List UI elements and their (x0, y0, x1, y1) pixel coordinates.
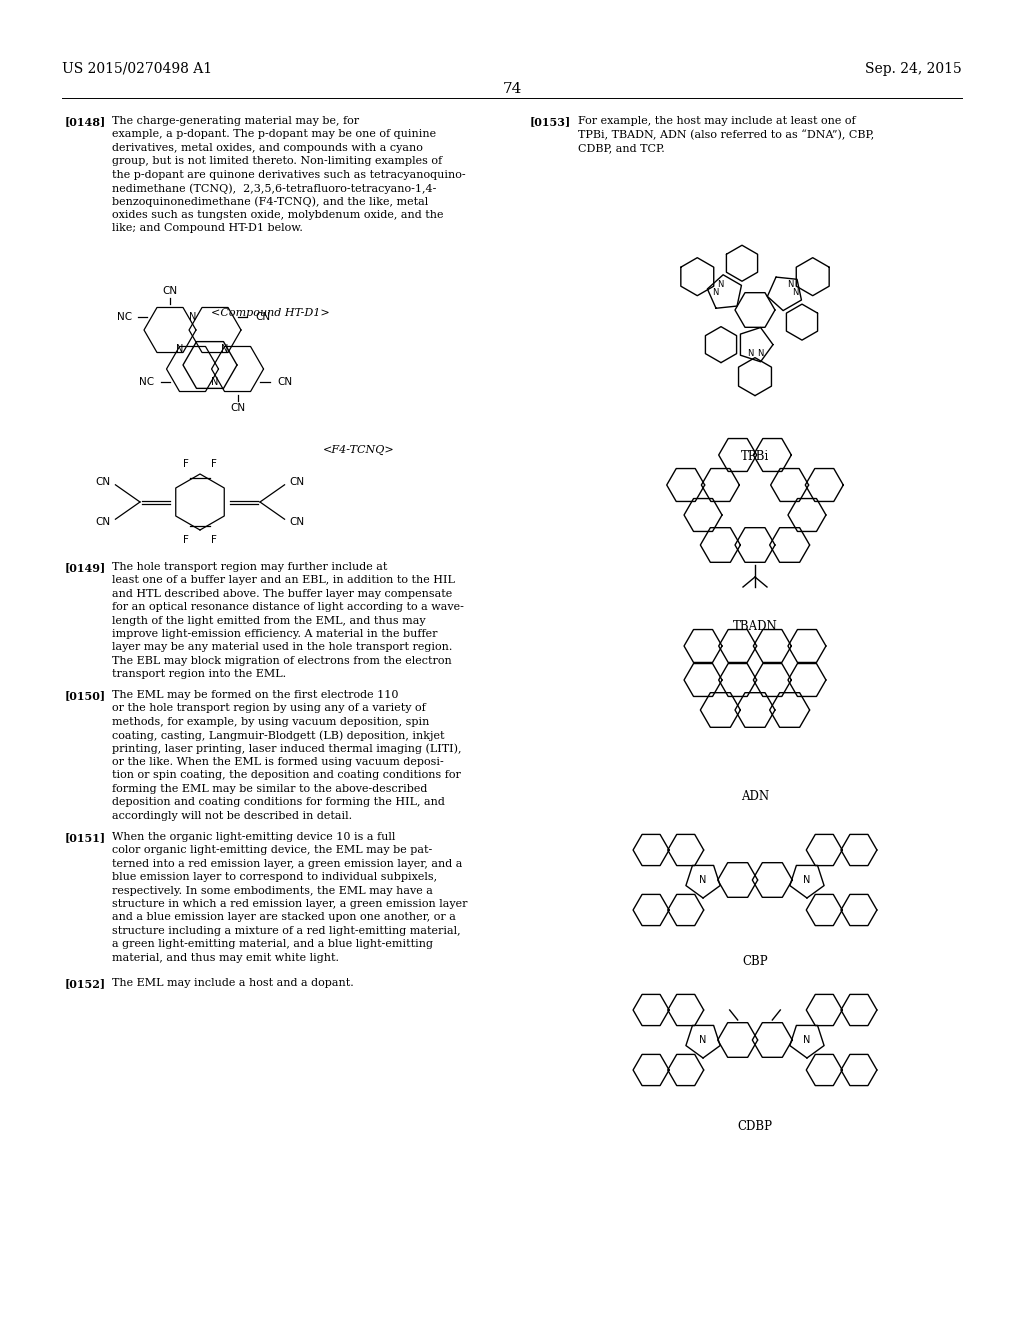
Text: N: N (712, 288, 718, 297)
Text: The EML may be formed on the first electrode 110: The EML may be formed on the first elect… (112, 690, 398, 700)
Text: for an optical resonance distance of light according to a wave-: for an optical resonance distance of lig… (112, 602, 464, 612)
Text: <F4-TCNQ>: <F4-TCNQ> (324, 445, 395, 455)
Text: F: F (183, 535, 189, 545)
Text: tion or spin coating, the deposition and coating conditions for: tion or spin coating, the deposition and… (112, 771, 461, 780)
Text: N: N (699, 875, 707, 884)
Text: <Compound HT-D1>: <Compound HT-D1> (211, 308, 330, 318)
Text: CDBP: CDBP (737, 1119, 772, 1133)
Text: [0148]: [0148] (65, 116, 106, 127)
Text: N: N (746, 348, 754, 358)
Text: When the organic light-emitting device 10 is a full: When the organic light-emitting device 1… (112, 832, 395, 842)
Text: F: F (211, 535, 217, 545)
Text: N: N (176, 345, 183, 355)
Text: 74: 74 (503, 82, 521, 96)
Text: layer may be any material used in the hole transport region.: layer may be any material used in the ho… (112, 643, 453, 652)
Text: CN: CN (290, 477, 305, 487)
Text: N: N (786, 280, 794, 289)
Text: [0153]: [0153] (530, 116, 571, 127)
Text: US 2015/0270498 A1: US 2015/0270498 A1 (62, 62, 212, 77)
Text: material, and thus may emit white light.: material, and thus may emit white light. (112, 953, 339, 962)
Text: N: N (211, 378, 219, 387)
Text: blue emission layer to correspond to individual subpixels,: blue emission layer to correspond to ind… (112, 873, 437, 882)
Text: [0152]: [0152] (65, 978, 106, 989)
Text: CBP: CBP (742, 954, 768, 968)
Text: terned into a red emission layer, a green emission layer, and a: terned into a red emission layer, a gree… (112, 859, 463, 869)
Text: CN: CN (290, 517, 305, 527)
Text: transport region into the EML.: transport region into the EML. (112, 669, 286, 680)
Text: N: N (803, 1035, 811, 1045)
Text: The charge-generating material may be, for: The charge-generating material may be, f… (112, 116, 359, 125)
Text: forming the EML may be similar to the above-described: forming the EML may be similar to the ab… (112, 784, 427, 793)
Text: For example, the host may include at least one of: For example, the host may include at lea… (578, 116, 856, 125)
Text: and HTL described above. The buffer layer may compensate: and HTL described above. The buffer laye… (112, 589, 453, 599)
Text: The EML may include a host and a dopant.: The EML may include a host and a dopant. (112, 978, 353, 987)
Text: TBADN: TBADN (732, 620, 777, 634)
Text: deposition and coating conditions for forming the HIL, and: deposition and coating conditions for fo… (112, 797, 444, 808)
Text: a green light-emitting material, and a blue light-emitting: a green light-emitting material, and a b… (112, 940, 433, 949)
Text: structure including a mixture of a red light-emitting material,: structure including a mixture of a red l… (112, 925, 461, 936)
Text: CN: CN (95, 477, 111, 487)
Text: CN: CN (230, 403, 245, 413)
Text: NC: NC (139, 378, 155, 387)
Text: N: N (717, 280, 723, 289)
Text: improve light-emission efficiency. A material in the buffer: improve light-emission efficiency. A mat… (112, 630, 437, 639)
Text: CN: CN (278, 378, 293, 387)
Text: structure in which a red emission layer, a green emission layer: structure in which a red emission layer,… (112, 899, 468, 909)
Text: [0149]: [0149] (65, 562, 106, 573)
Text: or the hole transport region by using any of a variety of: or the hole transport region by using an… (112, 704, 426, 713)
Text: TPBi: TPBi (741, 450, 769, 463)
Text: F: F (183, 459, 189, 469)
Text: least one of a buffer layer and an EBL, in addition to the HIL: least one of a buffer layer and an EBL, … (112, 576, 455, 585)
Text: CN: CN (255, 312, 270, 322)
Text: ADN: ADN (741, 789, 769, 803)
Text: N: N (757, 348, 763, 358)
Text: N: N (803, 875, 811, 884)
Text: accordingly will not be described in detail.: accordingly will not be described in det… (112, 810, 352, 821)
Text: respectively. In some embodiments, the EML may have a: respectively. In some embodiments, the E… (112, 886, 433, 895)
Text: N: N (221, 345, 228, 355)
Text: The EBL may block migration of electrons from the electron: The EBL may block migration of electrons… (112, 656, 452, 665)
Text: F: F (211, 459, 217, 469)
Text: oxides such as tungsten oxide, molybdenum oxide, and the: oxides such as tungsten oxide, molybdenu… (112, 210, 443, 220)
Text: Sep. 24, 2015: Sep. 24, 2015 (865, 62, 962, 77)
Text: benzoquinonedimethane (F4-TCNQ), and the like, metal: benzoquinonedimethane (F4-TCNQ), and the… (112, 197, 428, 207)
Text: N: N (792, 288, 798, 297)
Text: CN: CN (163, 286, 177, 296)
Text: N: N (699, 1035, 707, 1045)
Text: The hole transport region may further include at: The hole transport region may further in… (112, 562, 387, 572)
Text: like; and Compound HT-D1 below.: like; and Compound HT-D1 below. (112, 223, 303, 234)
Text: methods, for example, by using vacuum deposition, spin: methods, for example, by using vacuum de… (112, 717, 429, 727)
Text: [0151]: [0151] (65, 832, 106, 843)
Text: N: N (188, 312, 197, 322)
Text: color organic light-emitting device, the EML may be pat-: color organic light-emitting device, the… (112, 845, 432, 855)
Text: example, a p-dopant. The p-dopant may be one of quinine: example, a p-dopant. The p-dopant may be… (112, 129, 436, 140)
Text: CDBP, and TCP.: CDBP, and TCP. (578, 143, 665, 153)
Text: the p-dopant are quinone derivatives such as tetracyanoquino-: the p-dopant are quinone derivatives suc… (112, 169, 466, 180)
Text: or the like. When the EML is formed using vacuum deposi-: or the like. When the EML is formed usin… (112, 756, 443, 767)
Text: group, but is not limited thereto. Non-limiting examples of: group, but is not limited thereto. Non-l… (112, 156, 442, 166)
Text: printing, laser printing, laser induced thermal imaging (LITI),: printing, laser printing, laser induced … (112, 743, 462, 754)
Text: nedimethane (TCNQ),  2,3,5,6-tetrafluoro-tetracyano-1,4-: nedimethane (TCNQ), 2,3,5,6-tetrafluoro-… (112, 183, 436, 194)
Text: [0150]: [0150] (65, 690, 106, 701)
Text: coating, casting, Langmuir-Blodgett (LB) deposition, inkjet: coating, casting, Langmuir-Blodgett (LB)… (112, 730, 444, 741)
Text: length of the light emitted from the EML, and thus may: length of the light emitted from the EML… (112, 615, 426, 626)
Text: CN: CN (95, 517, 111, 527)
Text: derivatives, metal oxides, and compounds with a cyano: derivatives, metal oxides, and compounds… (112, 143, 423, 153)
Text: and a blue emission layer are stacked upon one another, or a: and a blue emission layer are stacked up… (112, 912, 456, 923)
Text: NC: NC (117, 312, 132, 322)
Text: TPBi, TBADN, ADN (also referred to as “DNA”), CBP,: TPBi, TBADN, ADN (also referred to as “D… (578, 129, 874, 140)
